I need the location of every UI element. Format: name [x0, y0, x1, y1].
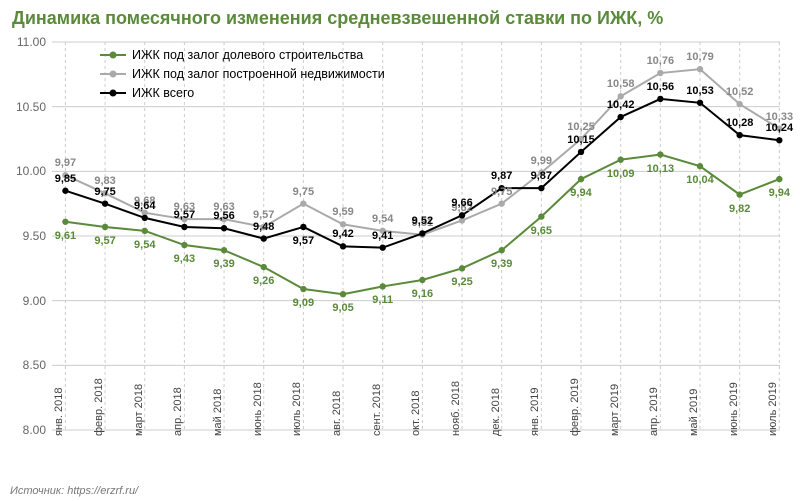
- data-point-label: 10,25: [567, 121, 595, 133]
- y-tick-label: 8.00: [23, 423, 46, 437]
- data-point-label: 9,57: [293, 235, 314, 247]
- x-tick-label: янв. 2018: [53, 388, 65, 436]
- x-tick-label: май 2019: [688, 389, 700, 436]
- x-tick-label: май 2018: [212, 389, 224, 436]
- x-tick-label: февр. 2019: [569, 378, 581, 436]
- data-point-label: 9,16: [412, 288, 433, 300]
- data-point-label: 10,33: [766, 111, 794, 123]
- data-point-label: 9,59: [332, 206, 353, 218]
- data-point-label: 9,94: [570, 187, 591, 199]
- data-point-label: 10,28: [726, 117, 754, 129]
- x-tick-label: март 2019: [609, 384, 621, 436]
- x-tick-label: янв. 2019: [529, 388, 541, 436]
- x-tick-label: апр. 2019: [648, 387, 660, 436]
- data-point-label: 9,42: [332, 228, 353, 240]
- data-point-label: 9,25: [451, 276, 472, 288]
- data-point-label: 10,52: [726, 86, 754, 98]
- x-tick-label: авг. 2018: [331, 391, 343, 436]
- data-point-label: 9,48: [253, 221, 274, 233]
- x-tick-label: февр. 2018: [93, 378, 105, 436]
- data-point-label: 9,39: [213, 258, 234, 270]
- data-point-label: 10,42: [607, 99, 635, 111]
- y-tick-label: 8.50: [23, 358, 46, 372]
- data-point-label: 9,75: [293, 186, 314, 198]
- data-point-label: 9,57: [94, 235, 115, 247]
- x-tick-label: июнь 2018: [252, 382, 264, 436]
- data-point-label: 10,53: [686, 85, 714, 97]
- legend-item: ИЖК под залог построенной недвижимости: [100, 65, 385, 84]
- data-point-label: 9,65: [531, 225, 552, 237]
- x-tick-label: июль 2019: [767, 382, 779, 436]
- legend: ИЖК под залог долевого строительстваИЖК …: [100, 46, 385, 102]
- x-tick-label: дек. 2018: [490, 388, 502, 436]
- x-tick-label: нояб. 2018: [450, 381, 462, 436]
- data-point-label: 9,66: [451, 197, 472, 209]
- data-point-label: 9,87: [491, 170, 512, 182]
- data-point-label: 9,54: [372, 213, 393, 225]
- data-point-label: 9,75: [491, 186, 512, 198]
- data-point-label: 9,09: [293, 297, 314, 309]
- x-tick-label: март 2018: [133, 384, 145, 436]
- data-point-label: 10,04: [686, 174, 714, 186]
- legend-label: ИЖК всего: [132, 84, 194, 103]
- legend-swatch: [100, 92, 126, 94]
- data-point-label: 9,82: [729, 203, 750, 215]
- x-tick-label: сент. 2018: [371, 384, 383, 436]
- legend-swatch: [100, 73, 126, 75]
- data-point-label: 9,39: [491, 258, 512, 270]
- data-point-label: 9,26: [253, 275, 274, 287]
- data-point-label: 9,99: [531, 155, 552, 167]
- legend-label: ИЖК под залог долевого строительства: [132, 46, 363, 65]
- data-point-label: 10,58: [607, 78, 635, 90]
- chart-title: Динамика помесячного изменения средневзв…: [0, 0, 800, 33]
- data-point-label: 9,94: [769, 187, 790, 199]
- data-point-label: 9,05: [332, 302, 353, 314]
- x-tick-label: июль 2018: [291, 382, 303, 436]
- x-tick-label: окт. 2018: [410, 391, 422, 436]
- data-point-label: 9,54: [134, 239, 155, 251]
- data-point-label: 9,75: [94, 186, 115, 198]
- data-point-label: 9,56: [213, 210, 234, 222]
- data-point-label: 9,11: [372, 294, 393, 306]
- data-point-label: 9,41: [372, 230, 393, 242]
- data-point-label: 10,79: [686, 51, 714, 63]
- data-point-label: 9,52: [412, 215, 433, 227]
- data-point-label: 9,97: [55, 157, 76, 169]
- y-tick-label: 9.50: [23, 229, 46, 243]
- data-point-label: 9,64: [134, 200, 155, 212]
- data-point-label: 9,61: [55, 230, 76, 242]
- legend-label: ИЖК под залог построенной недвижимости: [132, 65, 385, 84]
- chart-source: Источник: https://erzrf.ru/: [10, 485, 138, 497]
- legend-item: ИЖК всего: [100, 84, 385, 103]
- data-point-label: 10,15: [567, 134, 595, 146]
- y-tick-label: 11.00: [17, 35, 46, 49]
- data-point-label: 9,57: [253, 209, 274, 221]
- data-point-label: 10,24: [766, 122, 794, 134]
- data-point-label: 9,85: [55, 173, 76, 185]
- data-point-label: 10,13: [647, 163, 675, 175]
- data-point-label: 10,56: [647, 81, 675, 93]
- y-tick-label: 9.00: [23, 294, 46, 308]
- x-tick-label: июнь 2019: [728, 382, 740, 436]
- chart-container: Динамика помесячного изменения средневзв…: [0, 0, 800, 501]
- data-point-label: 9,87: [531, 170, 552, 182]
- y-tick-label: 10.00: [16, 164, 46, 178]
- x-tick-label: апр. 2018: [172, 387, 184, 436]
- legend-swatch: [100, 54, 126, 56]
- data-point-label: 9,57: [174, 209, 195, 221]
- data-point-label: 10,09: [607, 168, 635, 180]
- data-point-label: 10,76: [647, 55, 675, 67]
- data-point-label: 9,43: [174, 253, 195, 265]
- y-tick-label: 10.50: [16, 100, 46, 114]
- legend-item: ИЖК под залог долевого строительства: [100, 46, 385, 65]
